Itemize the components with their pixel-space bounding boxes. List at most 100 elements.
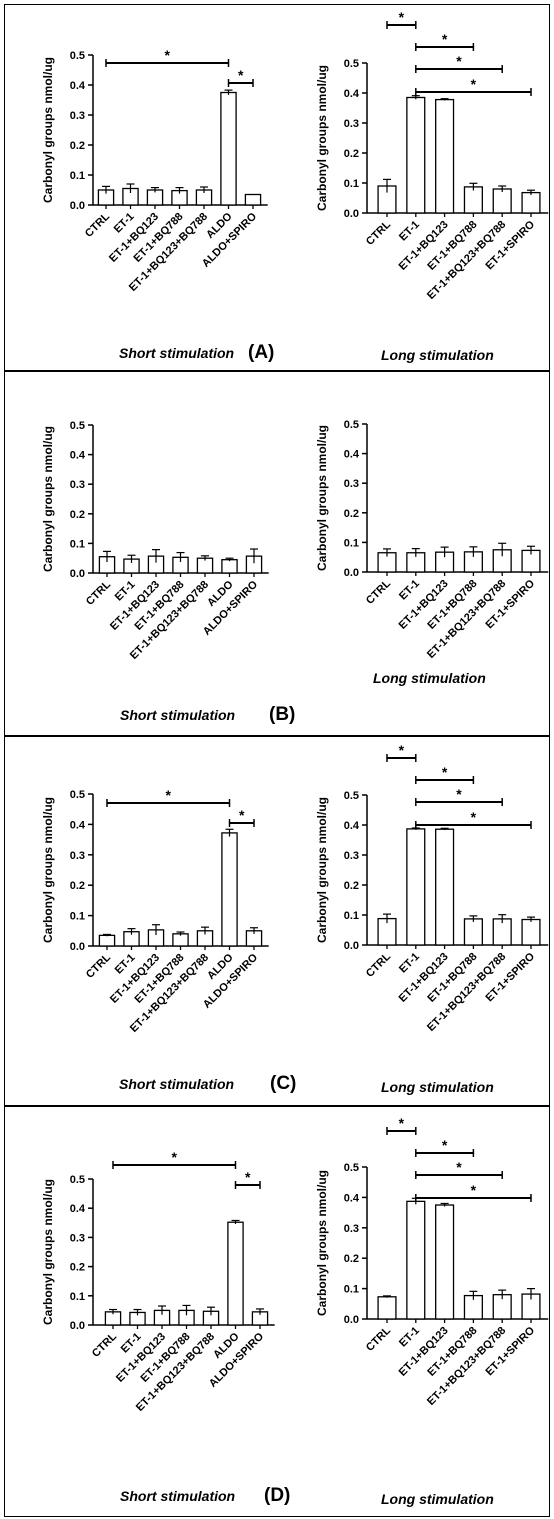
significance-star: *: [165, 47, 171, 63]
bar-chart: 0.0 0.1 0.2 0.3 0.4 0.5 Carbonyl groups nmol/u…: [41, 420, 269, 662]
y-tick-label: 0.1: [344, 1284, 359, 1296]
y-tick-label: 0.1: [70, 170, 85, 182]
y-tick-label: 0.4: [344, 820, 360, 832]
y-tick-label: 0.2: [344, 1253, 359, 1265]
x-tick-label: CTRL: [90, 1330, 119, 1359]
y-axis-label: Carbonyl groups nmol/ug: [315, 1170, 329, 1316]
y-tick-label: 0.5: [70, 50, 85, 62]
significance-star: *: [442, 764, 448, 780]
bar: [220, 91, 237, 206]
x-tick-label: CTRL: [84, 578, 113, 607]
significance-star: *: [456, 53, 462, 69]
y-tick-label: 0.0: [70, 1320, 85, 1332]
y-tick-label: 0.0: [70, 568, 85, 580]
panel-label: (A): [248, 342, 275, 363]
y-axis-label: Carbonyl groups nmol/ug: [41, 426, 55, 572]
y-tick-label: 0.3: [344, 1223, 359, 1235]
significance-star: *: [471, 809, 477, 825]
bar-chart: 0.0 0.1 0.2 0.3 0.4 0.5 Carbonyl groups nmol/u…: [41, 47, 268, 294]
significance-star: *: [399, 1115, 405, 1131]
chart-short: 0.0 0.1 0.2 0.3 0.4 0.5 Carbonyl groups nmol/u…: [5, 737, 280, 1107]
bar-chart: 0.0 0.1 0.2 0.3 0.4 0.5 Carbonyl groups nmol/u…: [315, 9, 549, 302]
y-tick-label: 0.4: [344, 88, 360, 100]
chart-footer: Short stimulation: [120, 707, 236, 723]
significance-star: *: [238, 67, 244, 83]
y-tick-label: 0.3: [70, 479, 85, 491]
y-tick-label: 0.4: [344, 449, 360, 461]
x-tick-label: CTRL: [84, 951, 113, 980]
x-tick-label: CTRL: [364, 950, 393, 979]
panel-a: 0.0 0.1 0.2 0.3 0.4 0.5 Carbonyl groups nmol/u…: [4, 4, 550, 371]
significance-star: *: [456, 786, 462, 802]
x-tick-label: CTRL: [364, 1324, 393, 1353]
bar: [221, 832, 238, 947]
significance-star: *: [399, 742, 405, 758]
y-tick-label: 0.2: [70, 1262, 85, 1274]
y-tick-label: 0.1: [70, 538, 85, 550]
chart-short: 0.0 0.1 0.2 0.3 0.4 0.5 Carbonyl groups nmol/u…: [5, 372, 280, 737]
y-tick-label: 0.2: [344, 148, 359, 160]
panel-label: (B): [269, 704, 296, 725]
y-axis-label: Carbonyl groups nmol/ug: [41, 1179, 55, 1325]
x-tick-label: ET-1: [397, 578, 422, 603]
y-tick-label: 0.1: [70, 1291, 85, 1303]
y-tick-label: 0.4: [70, 819, 86, 831]
y-axis-label: Carbonyl groups nmol/ug: [315, 425, 329, 571]
bar: [406, 1200, 426, 1320]
bar: [406, 96, 426, 214]
panel-b: 0.0 0.1 0.2 0.3 0.4 0.5 Carbonyl groups nmol/u…: [4, 371, 550, 736]
y-tick-label: 0.2: [344, 880, 359, 892]
y-tick-label: 0.0: [344, 567, 359, 579]
x-tick-label: ET-1: [397, 951, 422, 976]
significance-star: *: [166, 787, 172, 803]
chart-footer: Long stimulation: [381, 1079, 494, 1095]
bar: [463, 918, 483, 946]
y-axis-label: Carbonyl groups nmol/ug: [41, 797, 55, 943]
y-tick-label: 0.1: [344, 178, 359, 190]
y-tick-label: 0.3: [70, 1232, 85, 1244]
bar: [435, 1204, 455, 1320]
panel-d: 0.0 0.1 0.2 0.3 0.4 0.5 Carbonyl groups nmol/u…: [4, 1106, 550, 1517]
chart-footer: Long stimulation: [381, 1491, 494, 1507]
y-tick-label: 0.0: [70, 941, 85, 953]
panel-c: 0.0 0.1 0.2 0.3 0.4 0.5 Carbonyl groups nmol/u…: [4, 736, 550, 1106]
bar-chart: 0.0 0.1 0.2 0.3 0.4 0.5 Carbonyl groups nmol/u…: [315, 742, 549, 1034]
x-tick-label: CTRL: [364, 577, 393, 606]
bar-chart: 0.0 0.1 0.2 0.3 0.4 0.5 Carbonyl groups nmol/u…: [315, 419, 549, 661]
bar-chart: 0.0 0.1 0.2 0.3 0.4 0.5 Carbonyl groups nmol/u…: [41, 1149, 275, 1414]
significance-star: *: [239, 807, 245, 823]
y-tick-label: 0.2: [344, 508, 359, 520]
x-tick-label: CTRL: [364, 218, 393, 247]
bar: [492, 188, 512, 214]
bar: [521, 191, 541, 214]
bar: [463, 186, 483, 214]
chart-short: 0.0 0.1 0.2 0.3 0.4 0.5 Carbonyl groups nmol/u…: [5, 5, 280, 372]
y-tick-label: 0.5: [344, 1162, 359, 1174]
panel-label: (D): [264, 1485, 291, 1506]
y-tick-label: 0.4: [70, 450, 86, 462]
y-tick-label: 0.2: [70, 140, 85, 152]
y-tick-label: 0.5: [70, 420, 85, 432]
y-axis-label: Carbonyl groups nmol/ug: [41, 57, 55, 203]
bar: [406, 828, 426, 946]
chart-footer: Long stimulation: [373, 670, 486, 686]
y-tick-label: 0.4: [344, 1192, 360, 1204]
y-tick-label: 0.5: [344, 58, 359, 70]
chart-long: 0.0 0.1 0.2 0.3 0.4 0.5 Carbonyl groups nmol/u…: [280, 737, 551, 1107]
chart-long: 0.0 0.1 0.2 0.3 0.4 0.5 Carbonyl groups nmol/u…: [280, 1107, 551, 1518]
y-tick-label: 0.3: [344, 478, 359, 490]
y-tick-label: 0.0: [344, 1314, 359, 1326]
y-tick-label: 0.3: [70, 110, 85, 122]
panel-label: (C): [270, 1073, 297, 1094]
x-tick-label: ET-1: [397, 219, 422, 244]
y-tick-label: 0.4: [70, 80, 86, 92]
significance-star: *: [471, 1182, 477, 1198]
bar: [435, 828, 455, 946]
y-axis-label: Carbonyl groups nmol/ug: [315, 65, 329, 211]
y-tick-label: 0.3: [70, 850, 85, 862]
chart-footer: Short stimulation: [119, 1076, 235, 1092]
y-tick-label: 0.2: [70, 509, 85, 521]
y-tick-label: 0.3: [344, 850, 359, 862]
y-tick-label: 0.5: [344, 790, 359, 802]
bar: [98, 934, 116, 947]
